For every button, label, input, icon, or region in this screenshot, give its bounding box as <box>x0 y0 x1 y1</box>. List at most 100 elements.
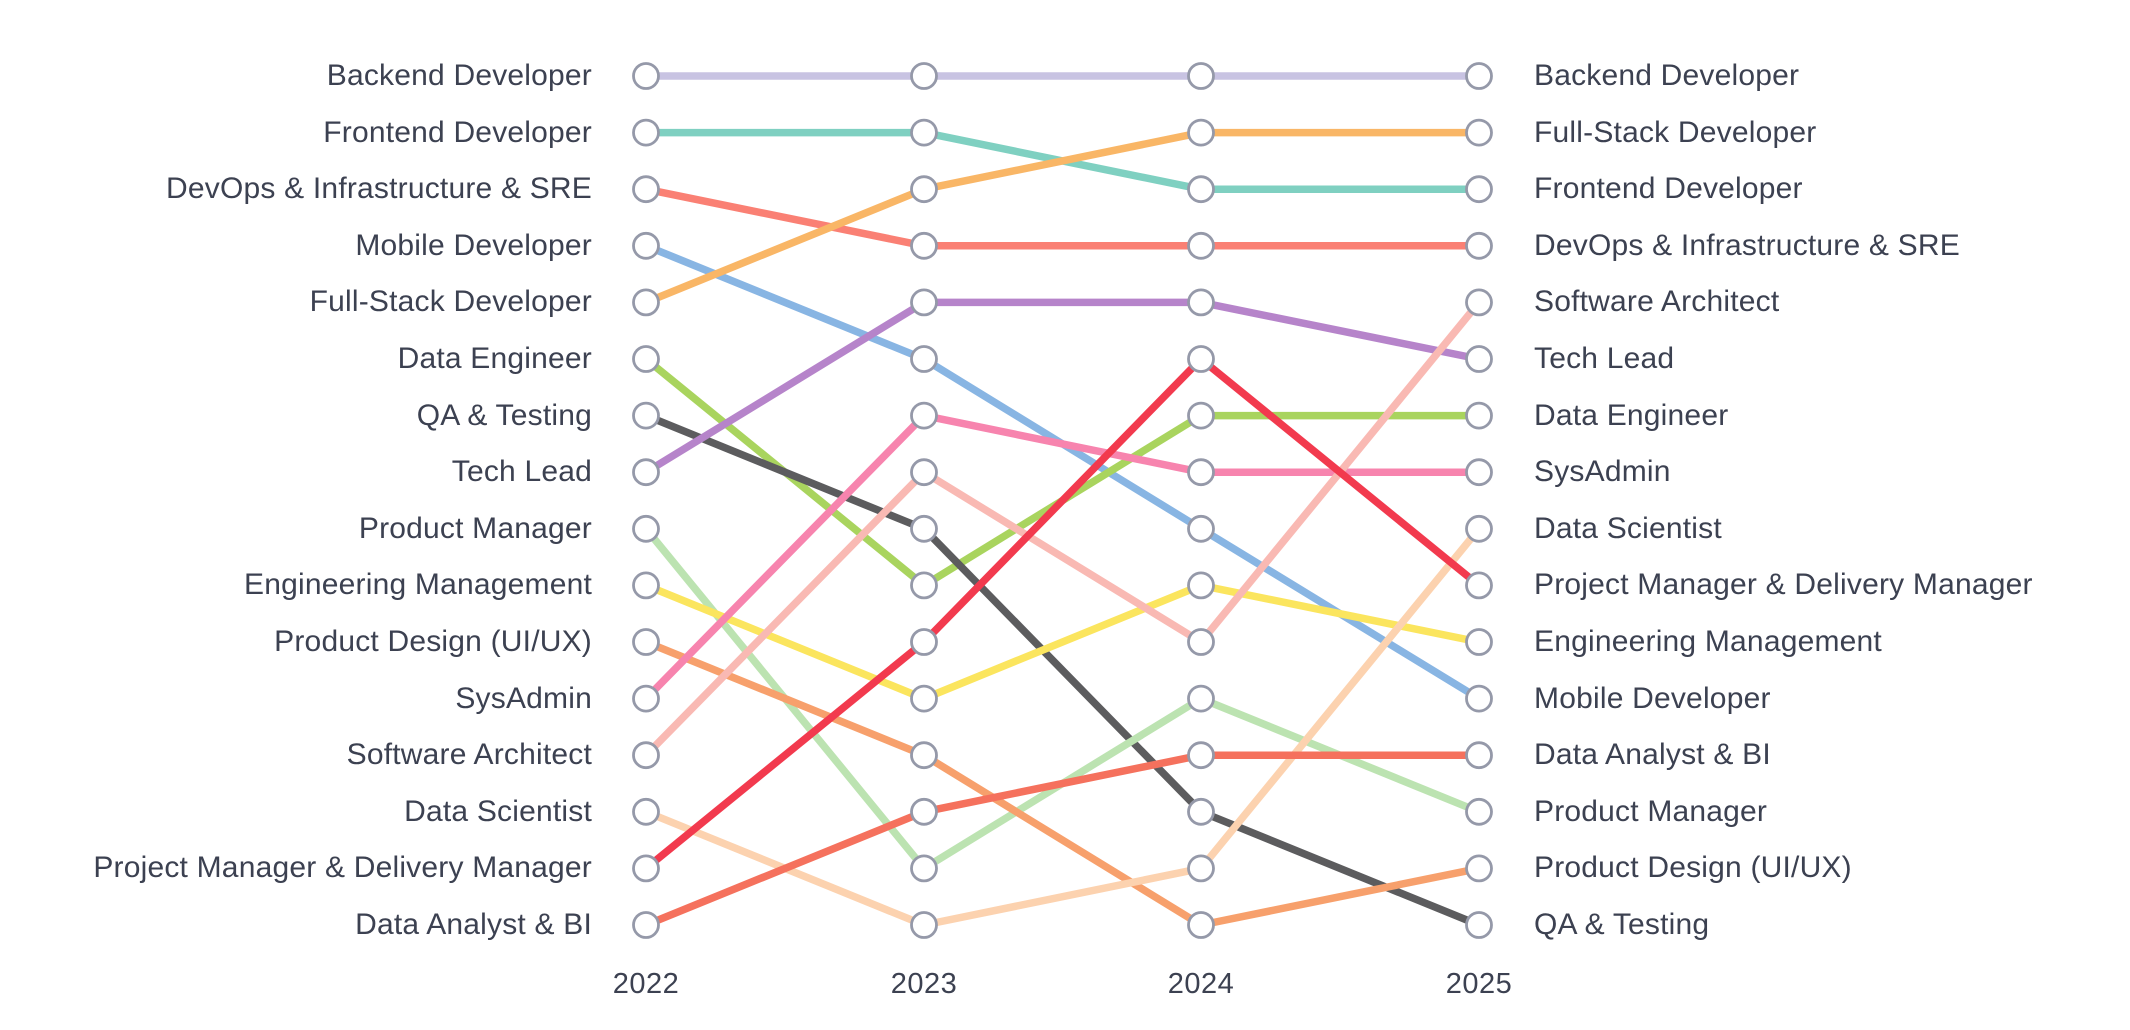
right-label-devops-infrastructure-sre: DevOps & Infrastructure & SRE <box>1534 228 1960 262</box>
rank-node-product-manager-2022 <box>632 514 660 543</box>
rank-node-product-design-ui-ux-2024 <box>1187 911 1215 939</box>
rank-node-data-scientist-2024 <box>1187 854 1215 883</box>
right-label-project-manager-delivery-manager: Project Manager & Delivery Manager <box>1534 568 2033 602</box>
left-label-devops-infrastructure-sre: DevOps & Infrastructure & SRE <box>166 172 592 206</box>
right-label-backend-developer: Backend Developer <box>1534 59 1800 92</box>
rank-node-engineering-management-2025 <box>1465 628 1493 656</box>
series-line-engineering-management <box>642 581 1483 703</box>
rank-node-devops-infrastructure-sre-2022 <box>632 175 660 204</box>
rank-node-mobile-developer-2025 <box>1465 684 1493 713</box>
left-label-engineering-management: Engineering Management <box>244 568 592 602</box>
right-label-full-stack-developer: Full-Stack Developer <box>1534 115 1817 149</box>
left-label-sysadmin: SysAdmin <box>455 681 592 715</box>
rank-node-backend-developer-2024 <box>1187 62 1215 90</box>
rank-node-full-stack-developer-2023 <box>910 175 938 204</box>
rank-node-mobile-developer-2022 <box>632 231 660 260</box>
rank-node-tech-lead-2024 <box>1187 288 1215 317</box>
rank-node-software-architect-2025 <box>1465 288 1493 317</box>
rank-node-data-analyst-bi-2023 <box>910 797 938 826</box>
rank-node-engineering-management-2024 <box>1187 571 1215 600</box>
x-axis-label-2024: 2024 <box>1167 968 1235 1000</box>
rank-node-product-design-ui-ux-2025 <box>1465 854 1493 883</box>
rank-node-frontend-developer-2024 <box>1187 175 1215 204</box>
rank-node-tech-lead-2025 <box>1465 345 1493 373</box>
right-label-product-manager: Product Manager <box>1534 794 1768 828</box>
rank-node-data-engineer-2024 <box>1187 401 1215 430</box>
rank-node-data-engineer-2025 <box>1465 401 1493 430</box>
right-label-data-engineer: Data Engineer <box>1534 398 1729 432</box>
rank-node-backend-developer-2022 <box>632 62 660 90</box>
right-label-tech-lead: Tech Lead <box>1534 342 1675 375</box>
right-label-sysadmin: SysAdmin <box>1534 455 1671 489</box>
left-label-product-design-ui-ux: Product Design (UI/UX) <box>274 625 592 658</box>
rank-node-backend-developer-2023 <box>910 62 938 90</box>
rank-node-software-architect-2022 <box>632 741 660 770</box>
left-label-data-scientist: Data Scientist <box>404 794 592 828</box>
rank-node-devops-infrastructure-sre-2025 <box>1465 231 1493 260</box>
left-label-software-architect: Software Architect <box>346 738 592 772</box>
series-line-project-manager-delivery-manager <box>642 355 1483 873</box>
x-axis-label-2023: 2023 <box>890 968 958 1000</box>
series-line-tech-lead <box>642 298 1483 476</box>
left-label-backend-developer: Backend Developer <box>326 59 592 92</box>
rank-node-frontend-developer-2022 <box>632 118 660 147</box>
rank-node-project-manager-delivery-manager-2023 <box>910 628 938 656</box>
left-label-full-stack-developer: Full-Stack Developer <box>309 285 592 319</box>
rank-node-data-analyst-bi-2022 <box>632 911 660 939</box>
left-label-product-manager: Product Manager <box>358 511 592 545</box>
rank-node-mobile-developer-2024 <box>1187 514 1215 543</box>
rank-node-software-architect-2023 <box>910 458 938 487</box>
rank-node-engineering-management-2022 <box>632 571 660 600</box>
rank-node-project-manager-delivery-manager-2024 <box>1187 345 1215 373</box>
rank-node-tech-lead-2023 <box>910 288 938 317</box>
rank-node-qa-testing-2024 <box>1187 797 1215 826</box>
rank-node-software-architect-2024 <box>1187 628 1215 656</box>
rank-node-devops-infrastructure-sre-2024 <box>1187 231 1215 260</box>
left-label-tech-lead: Tech Lead <box>451 455 592 489</box>
rank-node-data-engineer-2022 <box>632 345 660 373</box>
rank-node-sysadmin-2023 <box>910 401 938 430</box>
rank-node-data-analyst-bi-2025 <box>1465 741 1493 770</box>
rank-node-full-stack-developer-2022 <box>632 288 660 317</box>
right-label-qa-testing: QA & Testing <box>1534 908 1710 941</box>
series-line-devops-infrastructure-sre <box>642 185 1483 250</box>
right-label-software-architect: Software Architect <box>1534 285 1780 319</box>
rank-node-engineering-management-2023 <box>910 684 938 713</box>
rank-node-data-analyst-bi-2024 <box>1187 741 1215 770</box>
rank-node-devops-infrastructure-sre-2023 <box>910 231 938 260</box>
left-label-mobile-developer: Mobile Developer <box>355 228 592 262</box>
rank-node-data-scientist-2023 <box>910 911 938 939</box>
right-label-mobile-developer: Mobile Developer <box>1534 681 1771 715</box>
left-label-qa-testing: QA & Testing <box>416 398 592 432</box>
rank-node-backend-developer-2025 <box>1465 62 1493 90</box>
rank-node-data-scientist-2025 <box>1465 514 1493 543</box>
right-label-data-scientist: Data Scientist <box>1534 511 1722 545</box>
right-label-data-analyst-bi: Data Analyst & BI <box>1534 738 1771 772</box>
rank-node-project-manager-delivery-manager-2025 <box>1465 571 1493 600</box>
rank-node-sysadmin-2024 <box>1187 458 1215 487</box>
rank-node-product-manager-2024 <box>1187 684 1215 713</box>
right-label-engineering-management: Engineering Management <box>1534 625 1882 658</box>
rank-node-product-manager-2025 <box>1465 797 1493 826</box>
rank-node-sysadmin-2022 <box>632 684 660 713</box>
rank-node-sysadmin-2025 <box>1465 458 1493 487</box>
x-axis-label-2025: 2025 <box>1445 968 1513 1000</box>
right-label-product-design-ui-ux: Product Design (UI/UX) <box>1534 851 1852 885</box>
rank-node-full-stack-developer-2024 <box>1187 118 1215 147</box>
series-line-full-stack-developer <box>642 128 1483 307</box>
series-line-data-analyst-bi <box>642 751 1483 929</box>
rank-node-mobile-developer-2023 <box>910 345 938 373</box>
series-line-data-scientist <box>642 525 1483 929</box>
rank-node-qa-testing-2023 <box>910 514 938 543</box>
rank-node-product-design-ui-ux-2022 <box>632 628 660 656</box>
rank-node-data-engineer-2023 <box>910 571 938 600</box>
left-label-project-manager-delivery-manager: Project Manager & Delivery Manager <box>93 851 592 885</box>
rank-node-qa-testing-2025 <box>1465 911 1493 939</box>
left-label-data-analyst-bi: Data Analyst & BI <box>355 908 592 941</box>
rank-node-product-manager-2023 <box>910 854 938 883</box>
rank-node-frontend-developer-2025 <box>1465 175 1493 204</box>
rank-node-tech-lead-2022 <box>632 458 660 487</box>
series-line-product-design-ui-ux <box>642 638 1483 929</box>
